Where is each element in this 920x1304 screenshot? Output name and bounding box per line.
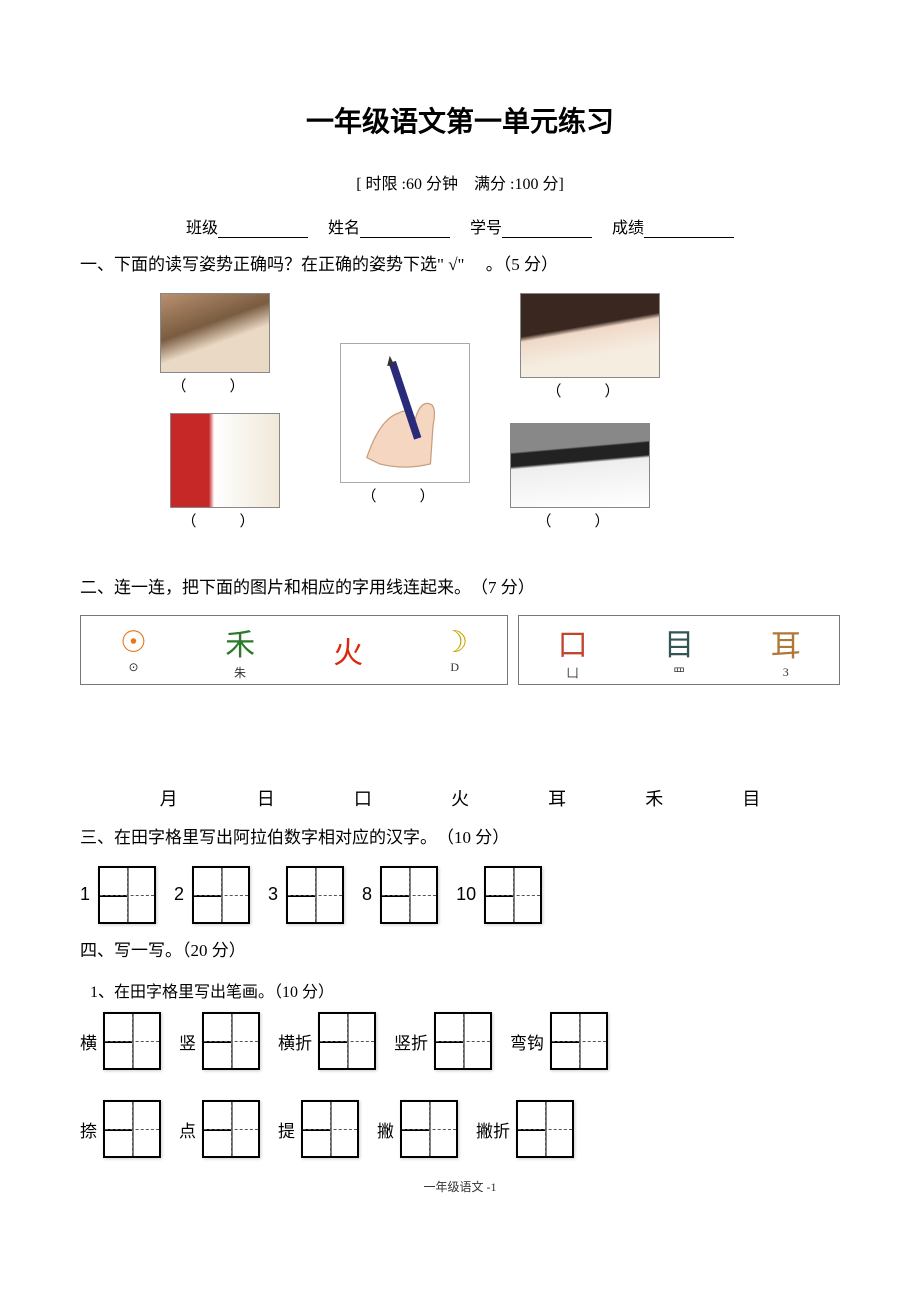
tian-grid[interactable]	[103, 1012, 161, 1070]
q2-pictographs: ☉⊙ 禾朱 火 ☽D 口凵 目罒 耳3	[80, 615, 840, 685]
tian-grid[interactable]	[516, 1100, 574, 1158]
tian-grid[interactable]	[318, 1012, 376, 1070]
pictograph-item: ☽D	[441, 625, 468, 675]
tian-grid[interactable]	[286, 866, 344, 924]
score-blank[interactable]	[644, 220, 734, 238]
stroke-label: 撇	[377, 1117, 394, 1142]
tian-grid[interactable]	[484, 866, 542, 924]
pictograph-item: 禾朱	[225, 620, 255, 681]
id-blank[interactable]	[502, 220, 592, 238]
id-label: 学号	[470, 220, 502, 237]
stroke-label: 提	[278, 1117, 295, 1142]
q1-images: （ ） （ ） （ ） （ ） （ ）	[80, 293, 840, 553]
stroke-label: 弯钩	[510, 1029, 544, 1054]
match-char: 禾	[645, 785, 663, 811]
q4-row1: 横 竖 横折 竖折 弯钩	[80, 1012, 840, 1070]
score-label: 成绩	[612, 220, 644, 237]
match-char: 日	[257, 785, 275, 811]
stroke-label: 横折	[278, 1029, 312, 1054]
pictograph-item: 火	[333, 628, 363, 672]
pictograph-ancient: D	[450, 660, 459, 675]
tian-grid[interactable]	[400, 1100, 458, 1158]
pictograph-ancient: 朱	[234, 664, 246, 681]
match-char: 口	[354, 785, 372, 811]
pictograph-glyph: ☽	[441, 625, 468, 660]
stroke-label: 竖	[179, 1029, 196, 1054]
tian-grid[interactable]	[202, 1012, 260, 1070]
q1-prompt: 一、下面的读写姿势正确吗？在正确的姿势下选" √" 。（5 分）	[80, 250, 840, 281]
number-label: 10	[456, 884, 476, 905]
subtitle: [ 时限 :60 分钟 满分 :100 分]	[80, 170, 840, 194]
pictograph-item: 口凵	[558, 620, 588, 681]
number-label: 8	[362, 884, 372, 905]
picto-strip-left: ☉⊙ 禾朱 火 ☽D	[80, 615, 508, 685]
page-footer: 一年级语文 -1	[80, 1178, 840, 1195]
class-label: 班级	[186, 220, 218, 237]
photo-pen-grip	[340, 343, 470, 483]
stroke-label: 横	[80, 1029, 97, 1054]
class-blank[interactable]	[218, 220, 308, 238]
pictograph-ancient: 罒	[673, 664, 685, 681]
pictograph-item: 耳3	[771, 621, 801, 680]
pictograph-item: ☉⊙	[120, 625, 147, 675]
answer-paren-4[interactable]: （ ）	[181, 510, 268, 531]
photo-child-writing	[520, 293, 660, 378]
pictograph-ancient: 凵	[567, 664, 579, 681]
tian-grid[interactable]	[98, 866, 156, 924]
photo-child-desk	[510, 423, 650, 508]
pictograph-item: 目罒	[664, 620, 694, 681]
tian-grid[interactable]	[380, 866, 438, 924]
q4-row2: 捺 点 提 撇 撇折	[80, 1100, 840, 1158]
tian-grid[interactable]	[103, 1100, 161, 1158]
tian-grid[interactable]	[301, 1100, 359, 1158]
stroke-label: 竖折	[394, 1029, 428, 1054]
stroke-label: 撇折	[476, 1117, 510, 1142]
number-label: 1	[80, 884, 90, 905]
name-label: 姓名	[328, 220, 360, 237]
q3-prompt: 三、在田字格里写出阿拉伯数字相对应的汉字。 （10 分）	[80, 823, 840, 854]
match-char: 耳	[548, 785, 566, 811]
answer-paren-1[interactable]: （ ）	[171, 375, 258, 396]
match-char: 月	[160, 785, 178, 811]
page-title: 一年级语文第一单元练习	[80, 100, 840, 140]
answer-paren-3[interactable]: （ ）	[546, 380, 633, 401]
name-blank[interactable]	[360, 220, 450, 238]
answer-paren-5[interactable]: （ ）	[536, 510, 623, 531]
match-char: 火	[451, 785, 469, 811]
q2-prompt: 二、连一连，把下面的图片和相应的字用线连起来。 （7 分）	[80, 573, 840, 604]
pictograph-glyph: 禾	[225, 620, 255, 664]
q4-sub1: 1、在田字格里写出笔画。（10 分）	[90, 978, 840, 1002]
q3-row: 1 2 3 8 10	[80, 866, 840, 924]
info-line: 班级 姓名 学号 成绩	[80, 214, 840, 238]
number-label: 2	[174, 884, 184, 905]
photo-student-desk	[160, 293, 270, 373]
stroke-label: 点	[179, 1117, 196, 1142]
number-label: 3	[268, 884, 278, 905]
pictograph-glyph: 口	[558, 620, 588, 664]
pictograph-glyph: ☉	[120, 625, 147, 660]
tian-grid[interactable]	[192, 866, 250, 924]
tian-grid[interactable]	[550, 1012, 608, 1070]
q4-prompt: 四、写一写。（20 分）	[80, 936, 840, 967]
photo-girl-reading	[170, 413, 280, 508]
pictograph-ancient: ⊙	[128, 660, 138, 675]
pictograph-glyph: 耳	[771, 621, 801, 665]
stroke-label: 捺	[80, 1117, 97, 1142]
picto-strip-right: 口凵 目罒 耳3	[518, 615, 840, 685]
pictograph-glyph: 火	[333, 628, 363, 672]
answer-paren-2[interactable]: （ ）	[361, 485, 448, 506]
tian-grid[interactable]	[434, 1012, 492, 1070]
tian-grid[interactable]	[202, 1100, 260, 1158]
pictograph-ancient: 3	[783, 665, 789, 680]
q2-char-row: 月日口火耳禾目	[80, 785, 840, 811]
match-char: 目	[742, 785, 760, 811]
pictograph-glyph: 目	[664, 620, 694, 664]
